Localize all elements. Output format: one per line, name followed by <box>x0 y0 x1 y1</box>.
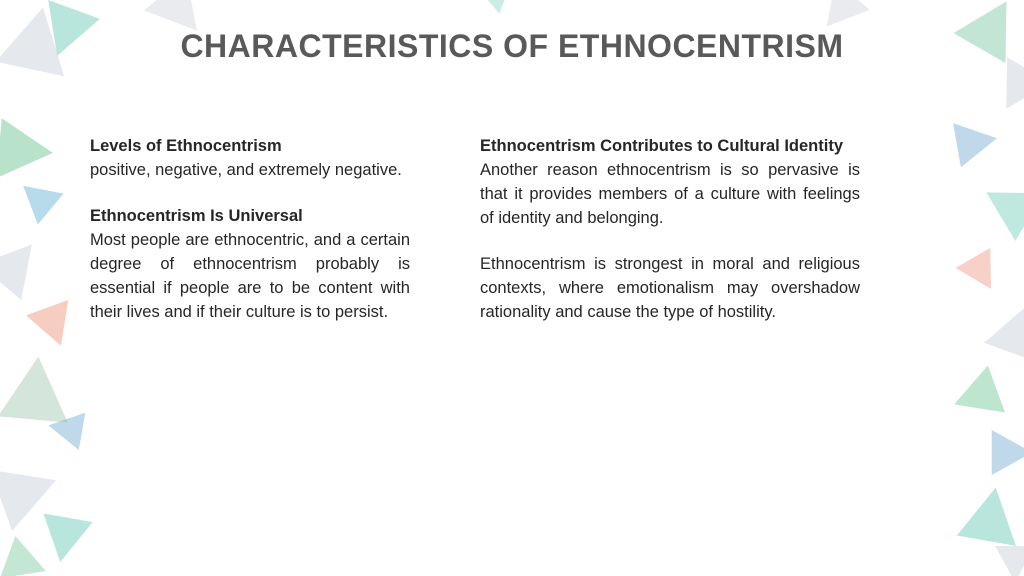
left-heading-2: Ethnocentrism Is Universal <box>90 207 303 225</box>
left-column: Levels of Ethnocentrism positive, negati… <box>90 135 410 346</box>
left-paragraph-1: positive, negative, and extremely negati… <box>90 161 402 179</box>
right-paragraph-2: Ethnocentrism is strongest in moral and … <box>480 255 860 321</box>
right-block-1: Ethnocentrism Contributes to Cultural Id… <box>480 135 860 231</box>
left-heading-1: Levels of Ethnocentrism <box>90 137 282 155</box>
two-column-layout: Levels of Ethnocentrism positive, negati… <box>90 135 934 346</box>
right-block-2: Ethnocentrism is strongest in moral and … <box>480 253 860 325</box>
slide-content: CHARACTERISTICS OF ETHNOCENTRISM Levels … <box>0 0 1024 576</box>
left-block-2: Ethnocentrism Is Universal Most people a… <box>90 205 410 325</box>
right-heading-1: Ethnocentrism Contributes to Cultural Id… <box>480 137 843 155</box>
right-column: Ethnocentrism Contributes to Cultural Id… <box>480 135 860 346</box>
slide-title: CHARACTERISTICS OF ETHNOCENTRISM <box>90 28 934 65</box>
left-block-1: Levels of Ethnocentrism positive, negati… <box>90 135 410 183</box>
left-paragraph-2: Most people are ethnocentric, and a cert… <box>90 231 410 321</box>
right-paragraph-1: Another reason ethnocentrism is so perva… <box>480 161 860 227</box>
